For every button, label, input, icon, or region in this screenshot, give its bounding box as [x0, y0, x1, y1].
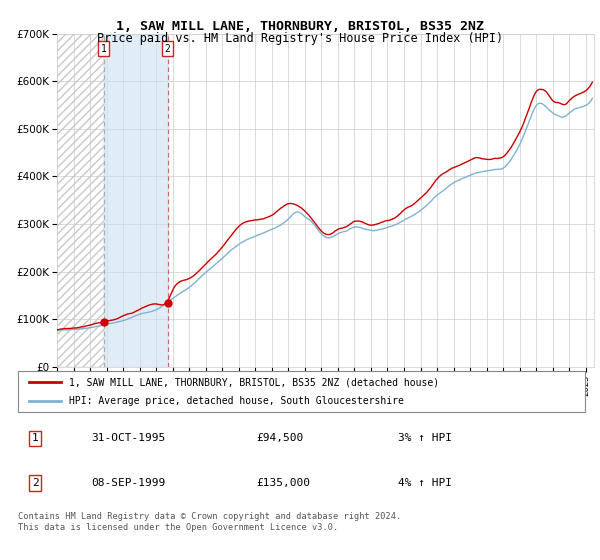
Text: 1: 1: [101, 44, 107, 54]
Text: 31-OCT-1995: 31-OCT-1995: [92, 433, 166, 444]
Text: 08-SEP-1999: 08-SEP-1999: [92, 478, 166, 488]
Bar: [104, 34, 167, 367]
Text: £94,500: £94,500: [256, 433, 304, 444]
Text: 3% ↑ HPI: 3% ↑ HPI: [398, 433, 452, 444]
Text: Price paid vs. HM Land Registry's House Price Index (HPI): Price paid vs. HM Land Registry's House …: [97, 32, 503, 45]
Text: 2: 2: [164, 44, 170, 54]
Text: 1: 1: [32, 433, 38, 444]
Text: 4% ↑ HPI: 4% ↑ HPI: [398, 478, 452, 488]
Text: HPI: Average price, detached house, South Gloucestershire: HPI: Average price, detached house, Sout…: [69, 396, 404, 405]
Text: 1, SAW MILL LANE, THORNBURY, BRISTOL, BS35 2NZ (detached house): 1, SAW MILL LANE, THORNBURY, BRISTOL, BS…: [69, 377, 439, 387]
Text: £135,000: £135,000: [256, 478, 310, 488]
Text: Contains HM Land Registry data © Crown copyright and database right 2024.
This d: Contains HM Land Registry data © Crown c…: [18, 512, 401, 532]
Text: 2: 2: [32, 478, 38, 488]
Text: 1, SAW MILL LANE, THORNBURY, BRISTOL, BS35 2NZ: 1, SAW MILL LANE, THORNBURY, BRISTOL, BS…: [116, 20, 484, 32]
Bar: [57, 34, 104, 367]
Bar: [57, 34, 104, 367]
